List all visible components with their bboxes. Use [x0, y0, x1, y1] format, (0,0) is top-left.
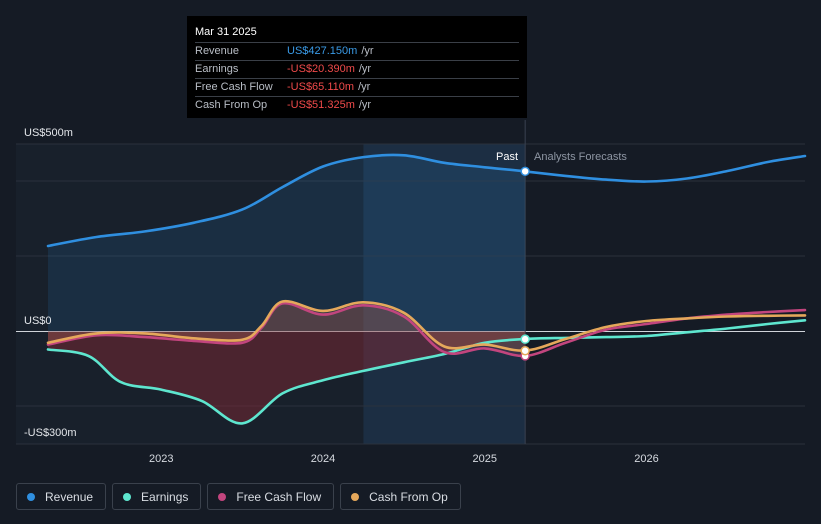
legend-label: Free Cash Flow [236, 489, 322, 504]
y-label-top: US$500m [24, 127, 73, 139]
tooltip-row-free-cash-flow: Free Cash Flow -US$65.110m /yr [195, 78, 519, 96]
legend: Revenue Earnings Free Cash Flow Cash Fro… [16, 483, 461, 510]
cash-from-op-marker [520, 345, 530, 356]
tooltip-label: Revenue [195, 45, 240, 57]
series-lines [46, 153, 807, 425]
revenue-line [46, 153, 807, 248]
gridlines [16, 120, 805, 445]
y-label-zero: US$0 [24, 315, 52, 327]
legend-dot-icon [218, 492, 227, 501]
revenue-marker [520, 166, 530, 177]
tooltip-value: US$427.150m [287, 45, 358, 57]
highlight-band [363, 144, 526, 444]
tooltip-unit: /yr [358, 81, 371, 93]
tooltip-date: Mar 31 2025 [195, 26, 257, 38]
tooltip-value: -US$20.390m [287, 63, 355, 75]
legend-item-free-cash-flow[interactable]: Free Cash Flow [207, 483, 335, 510]
earnings-marker [520, 334, 530, 344]
x-tick-label: 2025 [472, 453, 496, 465]
legend-dot-icon [123, 492, 132, 501]
hover-tooltip: Mar 31 2025 Revenue US$427.150m /yr Earn… [187, 16, 527, 118]
tooltip-value: -US$51.325m [287, 99, 355, 111]
legend-item-cash-from-op[interactable]: Cash From Op [340, 483, 461, 510]
tooltip-label: Earnings [195, 63, 239, 75]
x-tick-label: 2024 [311, 453, 335, 465]
tooltip-unit: /yr [358, 63, 372, 75]
revenue-area [48, 154, 526, 332]
x-axis-ticks: 2023 2024 2025 2026 [149, 453, 659, 465]
legend-dot-icon [351, 492, 360, 501]
free-cash-flow-area [48, 303, 526, 356]
tooltip-label: Free Cash Flow [195, 81, 273, 93]
legend-item-revenue[interactable]: Revenue [16, 483, 107, 510]
series-areas [48, 154, 526, 424]
forecast-label: Analysts Forecasts [534, 151, 627, 163]
legend-item-earnings[interactable]: Earnings [112, 483, 202, 510]
past-label: Past [496, 151, 518, 163]
earnings-line [46, 319, 807, 425]
legend-dot-icon [27, 492, 35, 501]
x-tick-label: 2023 [149, 453, 173, 465]
tooltip-value: -US$65.110m [287, 81, 355, 93]
hover-markers [520, 166, 530, 361]
tooltip-row-cash-from-op: Cash From Op -US$51.325m /yr [195, 96, 519, 114]
legend-label: Earnings [141, 489, 189, 504]
cash-from-op-line [46, 299, 807, 352]
legend-label: Cash From Op [369, 489, 448, 504]
axis-labels: US$500m US$0 -US$300m Past Analysts Fore… [24, 127, 627, 439]
cash-from-op-area [48, 301, 526, 351]
y-label-bottom: -US$300m [24, 427, 77, 439]
tooltip-row-revenue: Revenue US$427.150m /yr [195, 42, 519, 60]
tooltip-unit: /yr [358, 99, 372, 111]
legend-label: Revenue [45, 489, 94, 504]
tooltip-row-earnings: Earnings -US$20.390m /yr [195, 60, 519, 78]
tooltip-unit: /yr [361, 45, 374, 57]
tooltip-label: Cash From Op [195, 99, 268, 111]
earnings-area [48, 331, 526, 424]
x-tick-label: 2026 [634, 453, 658, 465]
